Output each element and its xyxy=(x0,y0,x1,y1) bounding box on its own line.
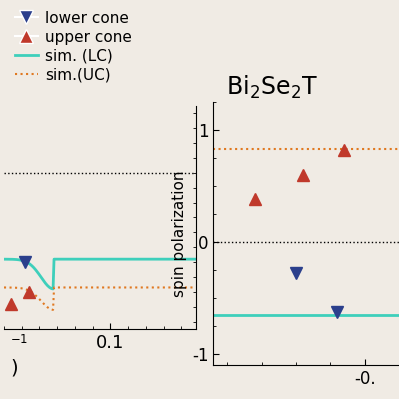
Text: ): ) xyxy=(10,358,18,377)
Y-axis label: spin polarization: spin polarization xyxy=(172,170,187,297)
Legend: lower cone, upper cone, sim. (LC), sim.(UC): lower cone, upper cone, sim. (LC), sim.(… xyxy=(12,8,135,85)
Text: Bi$_2$Se$_2$T: Bi$_2$Se$_2$T xyxy=(226,74,318,101)
Text: $^{-1}$: $^{-1}$ xyxy=(10,335,28,353)
